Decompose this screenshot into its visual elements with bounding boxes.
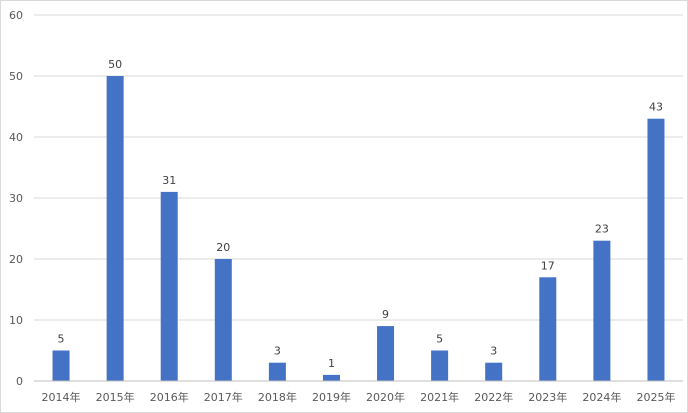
y-tick-label: 20 — [9, 253, 23, 266]
y-tick-label: 30 — [9, 192, 23, 205]
y-axis-tick-labels: 0 10 20 30 40 50 60 — [9, 9, 23, 388]
data-label: 31 — [162, 174, 176, 187]
x-tick-label: 2023年 — [528, 390, 567, 404]
y-tick-label: 40 — [9, 131, 23, 144]
x-tick-label: 2016年 — [150, 390, 189, 404]
y-tick-label: 10 — [9, 314, 23, 327]
x-tick-label: 2015年 — [96, 390, 135, 404]
bar-2025年 — [647, 118, 665, 381]
gridlines — [34, 14, 683, 321]
data-label: 3 — [490, 345, 497, 358]
data-label: 23 — [595, 223, 609, 236]
bar-2024年 — [593, 240, 611, 381]
x-tick-label: 2022年 — [474, 390, 513, 404]
data-label: 17 — [541, 259, 555, 272]
bar-2022年 — [485, 362, 503, 381]
data-label: 43 — [649, 101, 663, 114]
bar-2023年 — [539, 277, 557, 381]
y-tick-label: 50 — [9, 70, 23, 83]
bar-2014年 — [52, 350, 70, 381]
data-label: 50 — [108, 58, 122, 71]
bar-2021年 — [431, 350, 449, 381]
y-tick-label: 0 — [16, 375, 23, 388]
data-label: 20 — [216, 241, 230, 254]
data-label: 5 — [436, 333, 443, 346]
data-label: 9 — [382, 308, 389, 321]
x-tick-label: 2019年 — [312, 390, 351, 404]
data-label: 5 — [58, 333, 65, 346]
bars — [52, 76, 665, 381]
bar-2018年 — [268, 362, 286, 381]
y-tick-label: 60 — [9, 9, 23, 22]
bar-2019年 — [322, 374, 340, 381]
x-tick-label: 2024年 — [582, 390, 621, 404]
data-label: 1 — [328, 357, 335, 370]
x-tick-label: 2017年 — [204, 390, 243, 404]
data-label: 3 — [274, 345, 281, 358]
x-tick-label: 2021年 — [420, 390, 459, 404]
bar-2016年 — [160, 191, 178, 381]
x-tick-label: 2020年 — [366, 390, 405, 404]
x-tick-label: 2018年 — [258, 390, 297, 404]
bar-2020年 — [377, 326, 395, 381]
bar-2015年 — [106, 76, 124, 381]
x-tick-label: 2025年 — [636, 390, 675, 404]
x-tick-label: 2014年 — [42, 390, 81, 404]
x-axis-tick-labels: 2014年 2015年 2016年 2017年 2018年 2019年 2020年 2021年… — [42, 390, 676, 404]
bar-2017年 — [214, 259, 232, 381]
